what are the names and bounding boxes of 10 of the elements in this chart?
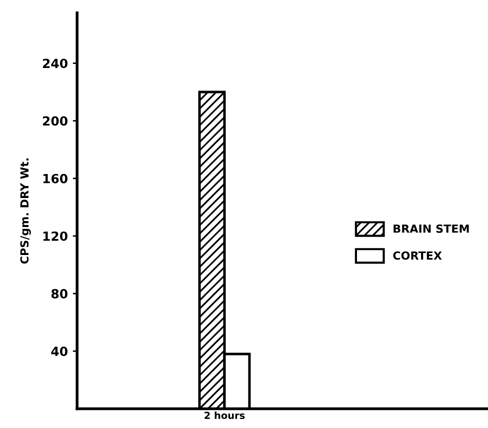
y-tick-label: 80 [51,289,68,298]
legend-label: CORTEX [393,251,442,260]
legend-label: BRAIN STEM [394,224,469,233]
y-tick-label: 160 [43,174,68,184]
y-tick-label: 240 [42,58,68,68]
x-tick-label: 2 hours [204,412,245,420]
y-tick-label: 40 [51,346,68,356]
y-tick-label: 120 [43,231,68,241]
y-axis-title: CPS/gm. DRY Wt. [20,158,31,264]
y-tick-label: 200 [42,116,68,126]
